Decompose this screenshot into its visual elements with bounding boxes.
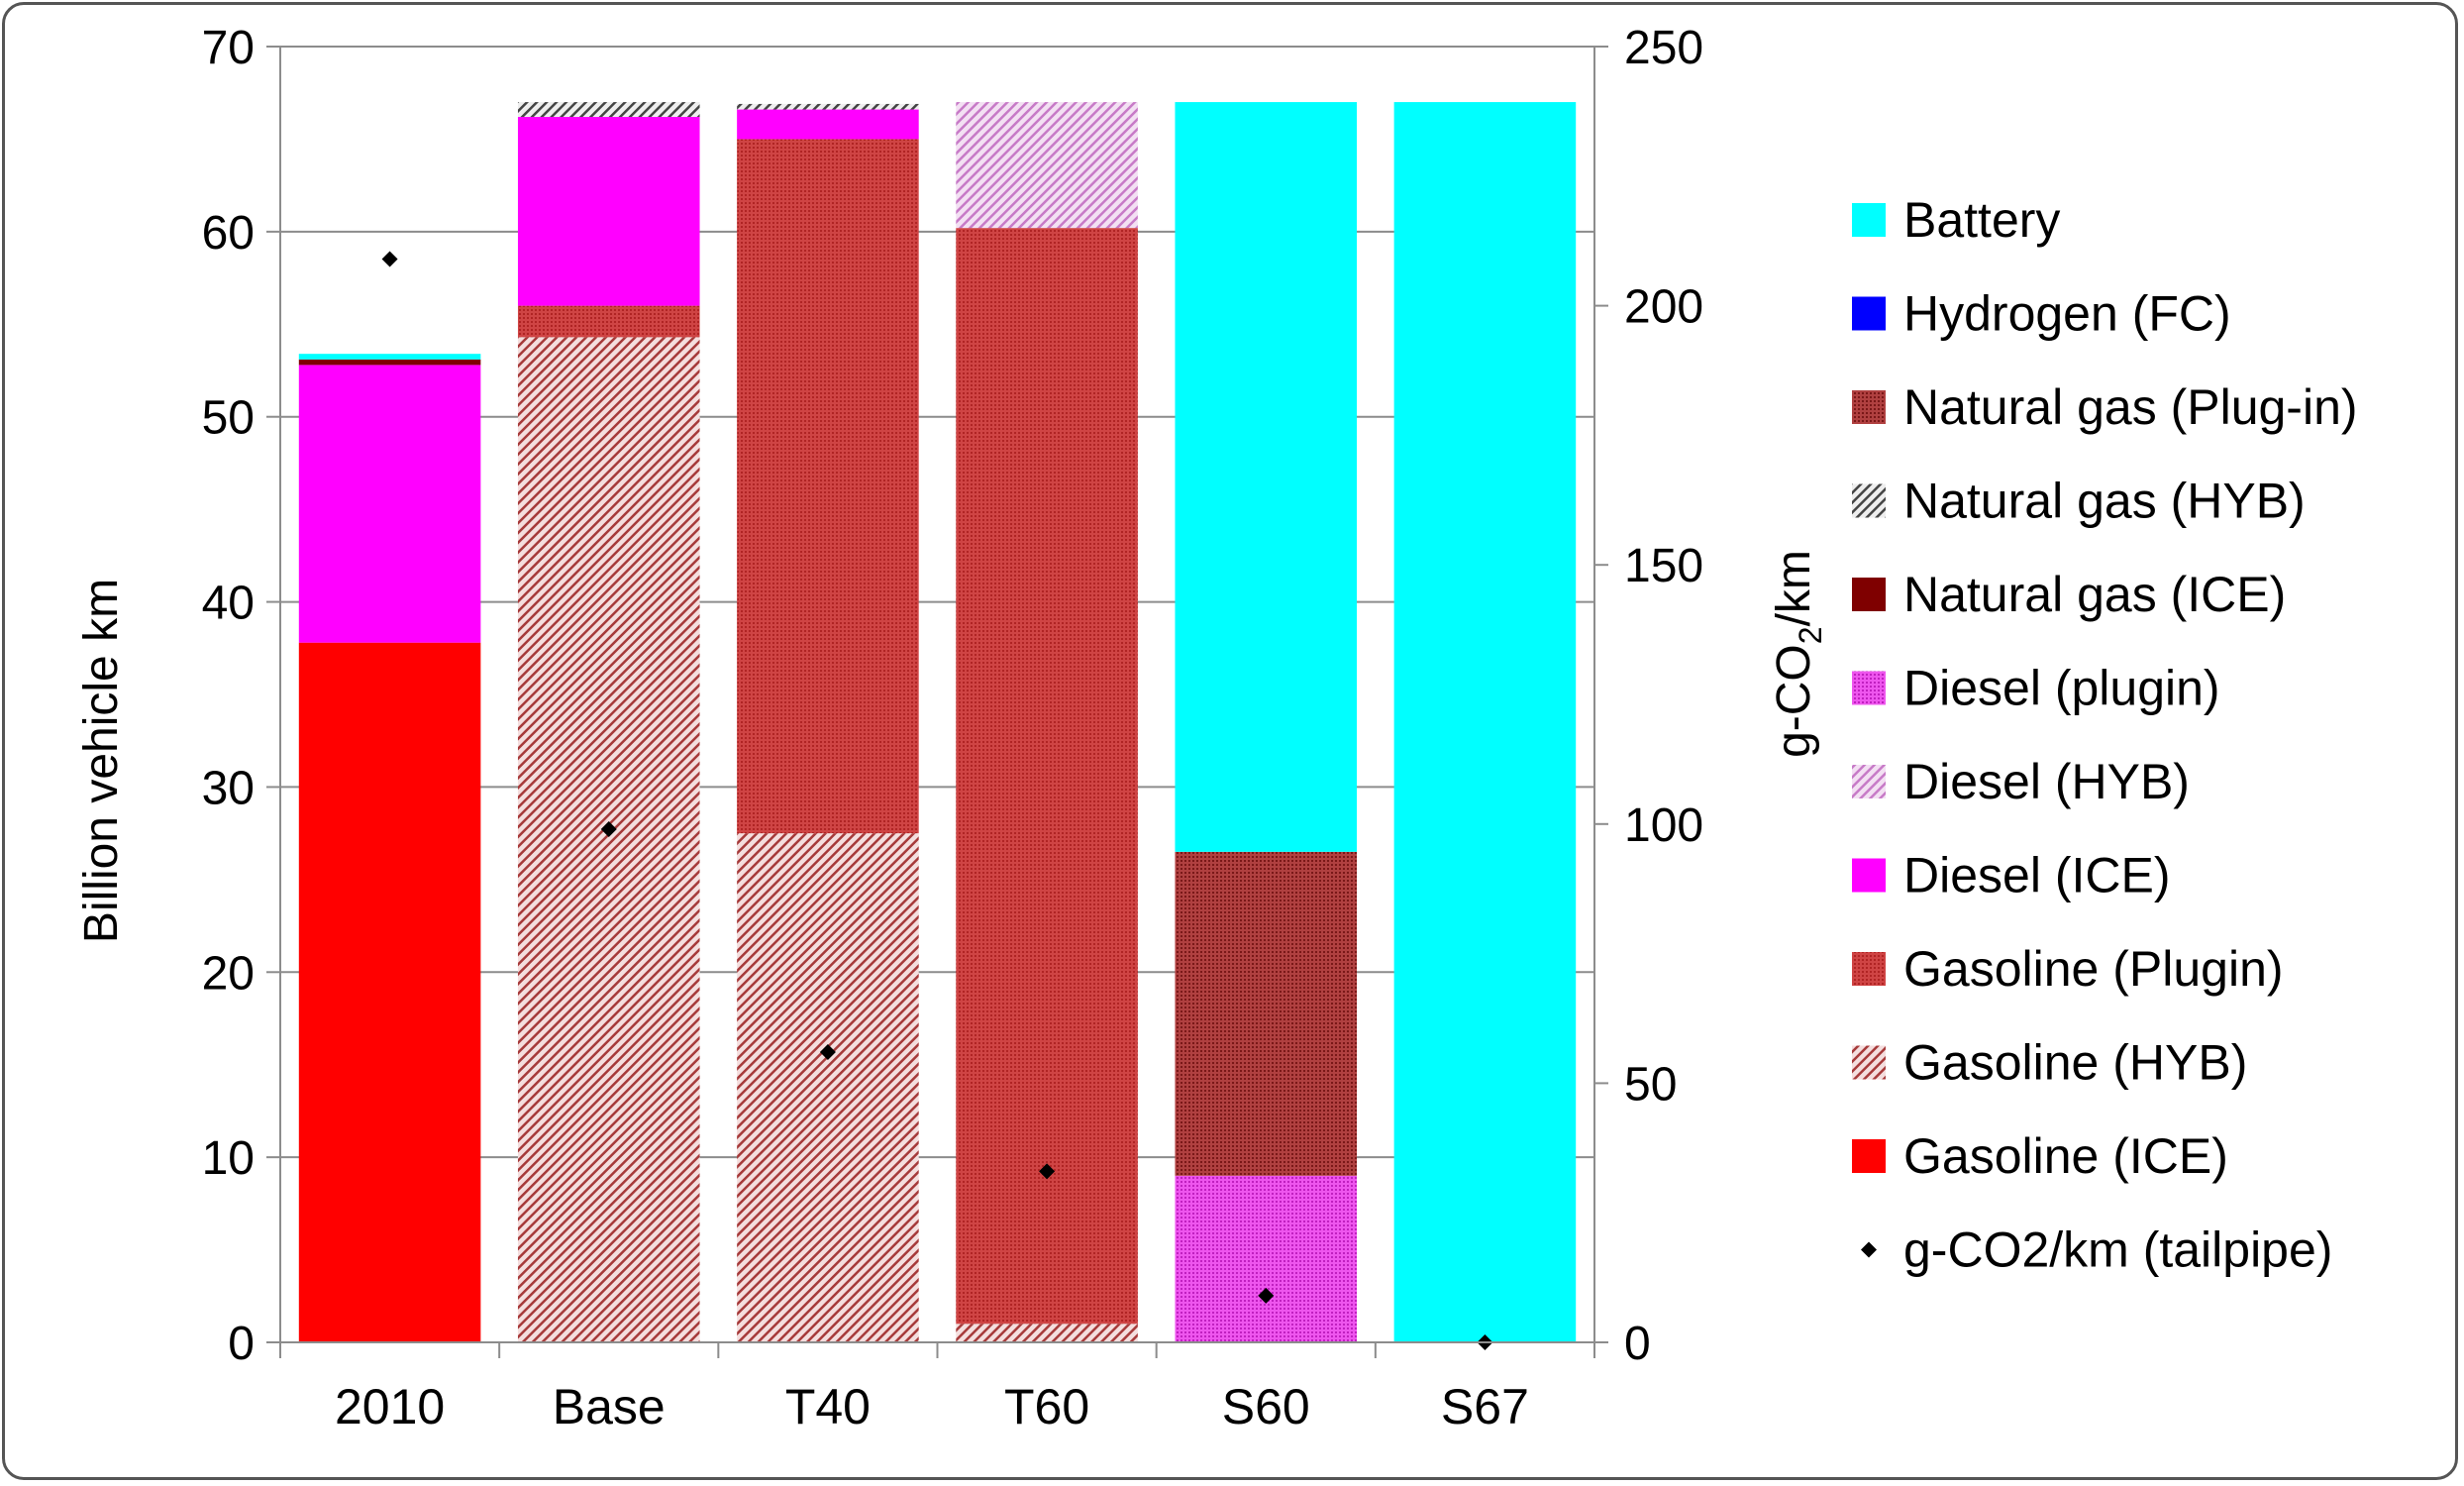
legend-swatch-natural-gas-hyb [1852,483,1886,518]
y2-tick-label-0: 0 [1624,1318,1651,1370]
y-tick-label-10: 10 [202,1132,255,1185]
legend-label-natural-gas-hyb: Natural gas (HYB) [1903,474,2306,529]
bar-t40-diesel-ice [737,109,919,140]
legend-item-g-co2-km-tailpipe: g-CO2/km (tailpipe) [1861,1222,2332,1278]
x-tick-label-t60: T60 [1004,1379,1089,1434]
bar-t40-gasoline-plugin [737,139,919,834]
x-tick-label-s67: S67 [1441,1379,1529,1434]
legend-item-battery: Battery [1852,192,2060,248]
bar-s60-diesel-plugin [1175,1175,1358,1342]
legend-label-natural-gas-ice: Natural gas (ICE) [1903,567,2286,622]
legend-item-diesel-plugin: Diesel (plugin) [1852,661,2220,716]
y2-tick-label-100: 100 [1624,799,1703,852]
y2-tick-label-200: 200 [1624,281,1703,334]
y2-axis-label-tail: /km [1768,550,1820,626]
legend-item-gasoline-ice: Gasoline (ICE) [1852,1128,2228,1184]
bar-base-gasoline-plugin [517,305,700,338]
legend-label-diesel-plugin: Diesel (plugin) [1903,661,2220,716]
y-tick-label-0: 0 [228,1318,255,1370]
legend-swatch-battery [1852,203,1886,237]
bar-s60-battery [1175,102,1358,852]
y-tick-label-70: 70 [202,22,255,74]
bar-t40-natural-gas-hyb [737,103,919,110]
legend-item-hydrogen-fc: Hydrogen (FC) [1852,286,2231,342]
legend: Battery Hydrogen (FC) Natural gas (Plug-in… [1852,192,2358,1278]
y-tick-label-30: 30 [202,762,255,814]
y-tick-label-50: 50 [202,392,255,445]
bar-base-gasoline-hyb [517,337,700,1342]
y2-axis-label: g-CO2/km [1768,550,1828,758]
legend-swatch-natural-gas-ice [1852,578,1886,611]
legend-item-diesel-ice: Diesel (ICE) [1852,848,2170,903]
bar-s60-natural-gas-plug-in [1175,851,1358,1176]
legend-item-natural-gas-hyb: Natural gas (HYB) [1852,474,2306,529]
legend-label-diesel-ice: Diesel (ICE) [1903,848,2170,903]
legend-label-g-co2-km-tailpipe: g-CO2/km (tailpipe) [1903,1222,2332,1278]
x-tick-label-t40: T40 [785,1379,871,1434]
legend-swatch-gasoline-ice [1852,1139,1886,1173]
bar-base-natural-gas-hyb [517,102,700,118]
legend-label-natural-gas-plug-in: Natural gas (Plug-in) [1903,379,2358,435]
axes: 0 10 20 30 40 50 60 70 0 50 100 150 200 250 2010 Base T4… [202,22,1703,1434]
bar-base-diesel-ice [517,117,700,306]
legend-label-diesel-hyb: Diesel (HYB) [1903,754,2190,809]
legend-label-battery: Battery [1903,192,2060,248]
y-tick-label-60: 60 [202,207,255,260]
co2-marker-s60 [1258,1287,1275,1304]
co2-marker-t60 [1039,1163,1056,1180]
bar-t60-gasoline-hyb [956,1324,1138,1342]
legend-swatch-diesel-plugin [1852,671,1886,705]
y2-tick-label-250: 250 [1624,22,1703,74]
co2-markers [381,251,1493,1350]
legend-item-natural-gas-plug-in: Natural gas (Plug-in) [1852,379,2358,435]
legend-label-gasoline-hyb: Gasoline (HYB) [1903,1035,2247,1091]
bar-2010-battery [298,354,481,360]
y2-axis-label-main: g-CO [1768,644,1820,758]
bar-t40-gasoline-hyb [737,833,919,1342]
legend-swatch-hydrogen-fc [1852,296,1886,331]
co2-marker-2010 [381,251,398,267]
bar-s67-battery [1393,102,1577,1343]
bar-2010-natural-gas-ice [298,359,481,366]
legend-item-gasoline-plugin: Gasoline (Plugin) [1852,941,2284,997]
bar-2010-diesel-ice [298,365,481,643]
y-tick-label-40: 40 [202,578,255,630]
bar-t60-gasoline-plugin [956,228,1138,1325]
y2-tick-label-150: 150 [1624,540,1703,592]
y2-axis-label-subscript: 2 [1793,626,1828,644]
legend-label-gasoline-ice: Gasoline (ICE) [1903,1128,2228,1184]
bars [298,102,1577,1343]
legend-swatch-natural-gas-plug-in [1852,390,1886,424]
co2-marker-base [600,821,617,838]
legend-swatch-diesel-ice [1852,858,1886,893]
x-tick-label-base: Base [553,1379,666,1434]
legend-swatch-gasoline-hyb [1852,1045,1886,1080]
bar-t60-diesel-hyb [956,102,1138,229]
legend-item-gasoline-hyb: Gasoline (HYB) [1852,1035,2247,1091]
gridlines [280,46,1594,1159]
legend-swatch-g-co2-km-tailpipe [1861,1241,1877,1258]
y-axis-label: Billion vehicle km [75,579,128,943]
legend-item-natural-gas-ice: Natural gas (ICE) [1852,567,2286,622]
y2-tick-label-50: 50 [1624,1058,1677,1111]
legend-item-diesel-hyb: Diesel (HYB) [1852,754,2190,809]
bar-2010-gasoline-ice [298,642,481,1342]
legend-swatch-diesel-hyb [1852,765,1886,798]
y-tick-label-20: 20 [202,947,255,1000]
x-tick-label-2010: 2010 [335,1379,445,1434]
co2-marker-t40 [819,1044,836,1061]
legend-swatch-gasoline-plugin [1852,952,1886,986]
legend-label-gasoline-plugin: Gasoline (Plugin) [1903,941,2284,997]
x-tick-label-s60: S60 [1222,1379,1310,1434]
legend-label-hydrogen-fc: Hydrogen (FC) [1903,286,2231,342]
